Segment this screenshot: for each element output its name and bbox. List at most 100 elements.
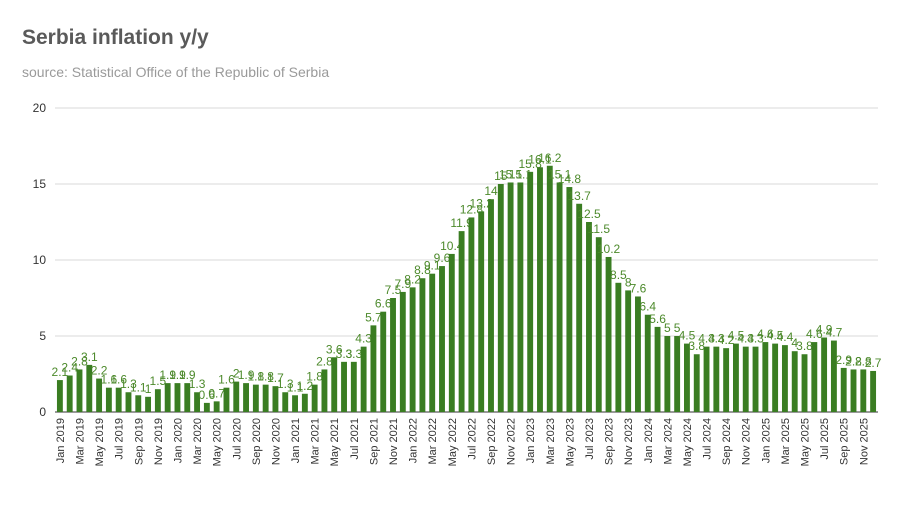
bar — [860, 369, 867, 412]
data-label: 8.8 — [414, 263, 431, 277]
data-label: 0.7 — [208, 386, 225, 400]
bar — [595, 237, 602, 412]
data-label: 2.8 — [316, 354, 333, 368]
bar — [644, 314, 651, 412]
bar — [429, 273, 436, 412]
data-label: 1.6 — [110, 373, 127, 387]
data-label: 4.9 — [816, 323, 833, 337]
x-tick-label: Nov 2020 — [270, 418, 282, 465]
bar — [233, 381, 240, 412]
data-label: 3.3 — [345, 347, 362, 361]
bar — [282, 392, 289, 412]
data-label: 2.8 — [71, 354, 88, 368]
x-tick-label: May 2019 — [94, 418, 106, 466]
x-tick-label: Sep 2020 — [251, 418, 263, 465]
y-tick-label: 10 — [33, 253, 47, 267]
bar — [497, 184, 504, 412]
bar — [537, 167, 543, 412]
x-tick-label: Jan 2020 — [172, 418, 184, 463]
bar — [772, 343, 779, 412]
bar — [821, 337, 828, 412]
data-label: 4.5 — [679, 329, 696, 343]
bar — [566, 187, 573, 412]
data-label: 1.6 — [218, 373, 235, 387]
bar — [145, 396, 152, 412]
x-tick-label: Sep 2024 — [721, 418, 733, 465]
bar — [360, 346, 367, 412]
bar — [762, 342, 769, 412]
bar — [781, 345, 788, 412]
bar — [830, 340, 837, 412]
x-tick-label: Jul 2024 — [702, 418, 714, 460]
bar — [654, 326, 661, 412]
bar — [488, 199, 494, 412]
bar — [693, 354, 700, 412]
x-tick-label: May 2023 — [564, 418, 576, 466]
data-label: 8.2 — [404, 272, 421, 286]
data-label: 10.4 — [440, 239, 464, 253]
data-label: 16.1 — [528, 152, 552, 166]
data-label: 9.6 — [434, 251, 451, 265]
data-label: 2.8 — [855, 354, 872, 368]
x-tick-label: Sep 2021 — [368, 418, 380, 465]
data-label: 4.3 — [698, 332, 715, 346]
bar — [752, 346, 759, 412]
x-tick-label: Mar 2024 — [662, 418, 674, 464]
data-label: 4.5 — [767, 329, 784, 343]
data-label: 1.3 — [120, 377, 137, 391]
x-tick-label: May 2025 — [800, 418, 812, 466]
bar — [66, 375, 73, 412]
bar — [76, 369, 83, 412]
bar — [791, 351, 798, 412]
bar — [350, 361, 357, 412]
bar — [370, 325, 377, 412]
bar — [507, 182, 514, 412]
x-tick-label: Jul 2021 — [349, 418, 361, 460]
x-tick-label: Sep 2025 — [839, 418, 851, 465]
data-label: 1.6 — [101, 373, 118, 387]
data-label: 1.9 — [179, 368, 196, 382]
data-label: 7.6 — [630, 281, 647, 295]
bar — [311, 384, 318, 412]
bar — [301, 393, 308, 412]
data-label: 2.7 — [865, 356, 882, 370]
bar — [115, 387, 122, 412]
data-label: 1.1 — [287, 380, 304, 394]
bar — [125, 392, 132, 412]
bar — [56, 380, 63, 412]
data-label: 4.6 — [757, 327, 774, 341]
bar — [732, 343, 739, 412]
x-tick-label: Jan 2019 — [55, 418, 67, 463]
x-tick-label: May 2020 — [212, 418, 224, 466]
data-label: 3.3 — [336, 347, 353, 361]
data-label: 8 — [625, 275, 632, 289]
bar — [556, 182, 563, 412]
bar — [517, 182, 524, 412]
data-label: 15.1 — [509, 167, 533, 181]
y-tick-label: 15 — [33, 177, 47, 191]
bar — [380, 311, 387, 412]
data-label: 4.3 — [737, 332, 754, 346]
bar — [164, 383, 171, 412]
x-tick-label: Jan 2024 — [643, 418, 655, 463]
bar — [439, 266, 445, 412]
bar — [840, 367, 847, 412]
x-tick-label: May 2021 — [329, 418, 341, 466]
x-tick-label: Jan 2022 — [408, 418, 420, 463]
y-tick-label: 0 — [39, 405, 46, 419]
data-label: 3.8 — [796, 339, 813, 353]
data-label: 4.7 — [826, 326, 843, 340]
x-tick-label: Mar 2020 — [192, 418, 204, 464]
y-tick-label: 20 — [33, 101, 47, 115]
bar — [850, 369, 857, 412]
x-tick-label: Jan 2023 — [525, 418, 537, 463]
bar — [135, 395, 142, 412]
data-label: 3.8 — [688, 339, 705, 353]
x-tick-label: Mar 2019 — [74, 418, 86, 464]
chart-subtitle: source: Statistical Office of the Republ… — [22, 64, 330, 80]
x-tick-label: Mar 2021 — [310, 418, 322, 464]
x-tick-label: Jul 2023 — [584, 418, 596, 460]
data-label: 15 — [494, 169, 508, 183]
bar — [703, 346, 710, 412]
